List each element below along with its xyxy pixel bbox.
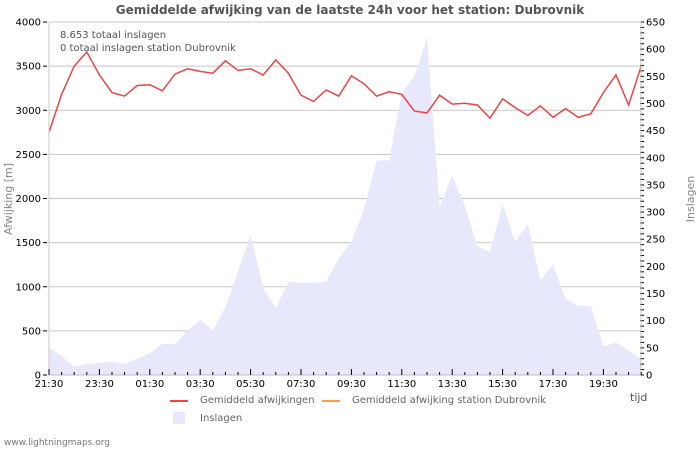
y-tick-label: 3000 — [16, 106, 41, 117]
x-tick-label: 15:30 — [488, 379, 517, 390]
y2-tick-label: 550 — [646, 72, 665, 83]
y2-tick-label: 300 — [646, 208, 665, 219]
legend-line-icon — [170, 399, 188, 402]
y2-tick-label: 650 — [646, 18, 665, 29]
x-tick-label: 23:30 — [85, 379, 114, 390]
y2-tick-label: 50 — [646, 343, 659, 354]
legend-label: Inslagen — [200, 412, 243, 424]
afwijking-line — [48, 50, 642, 133]
y2-tick-label: 450 — [646, 126, 665, 137]
y2-tick-label: 500 — [646, 99, 665, 110]
y-tick-label: 3500 — [16, 62, 41, 73]
y-tick-label: 1000 — [16, 282, 41, 293]
y-tick-label: 2500 — [16, 150, 41, 161]
legend-item-station: Gemiddeld afwijking station Dubrovnik — [322, 395, 546, 406]
y2-tick-label: 400 — [646, 153, 665, 164]
legend-item-inslagen: Inslagen — [170, 412, 242, 424]
y-tick-label: 500 — [22, 326, 41, 337]
x-tick-label: 21:30 — [35, 379, 64, 390]
legend-item-afwijkingen: Gemiddeld afwijkingen — [170, 395, 315, 406]
y2-axis-title: Inslagen — [684, 176, 697, 222]
y2-tick-label: 150 — [646, 289, 665, 300]
y2-tick-label: 0 — [646, 371, 652, 382]
y2-tick-label: 250 — [646, 235, 665, 246]
x-tick-label: 05:30 — [236, 379, 265, 390]
y-axis-title: Afwijking [m] — [2, 163, 15, 235]
y-tick-label: 2000 — [16, 194, 41, 205]
station-strikes-note: 0 totaal inslagen station Dubrovnik — [60, 43, 236, 54]
x-tick-label: 11:30 — [387, 379, 416, 390]
x-tick-label: 01:30 — [135, 379, 164, 390]
y2-tick-label: 200 — [646, 262, 665, 273]
footer-credit: www.lightningmaps.org — [4, 438, 110, 448]
y-tick-label: 0 — [35, 371, 41, 382]
x-tick-label: 09:30 — [337, 379, 366, 390]
x-tick-label: 07:30 — [287, 379, 316, 390]
y2-tick-label: 350 — [646, 180, 665, 191]
y2-tick-label: 600 — [646, 45, 665, 56]
chart-title: Gemiddelde afwijking van de laatste 24h … — [115, 3, 585, 17]
x-tick-label: 13:30 — [438, 379, 467, 390]
legend-line-icon — [322, 399, 340, 402]
inslagen-area — [49, 38, 642, 376]
total-strikes-note: 8.653 totaal inslagen — [60, 30, 167, 41]
x-tick-label: 19:30 — [589, 379, 618, 390]
x-axis-title: tijd — [630, 391, 648, 404]
legend-label: Gemiddeld afwijking station Dubrovnik — [352, 395, 547, 406]
y2-tick-label: 100 — [646, 316, 665, 327]
legend-label: Gemiddeld afwijkingen — [200, 395, 315, 406]
y-tick-label: 1500 — [16, 238, 41, 249]
y-tick-label: 4000 — [16, 18, 41, 29]
axes: 0 500 1000 1500 2000 2500 3000 3500 4000 0 50 100 15… — [16, 18, 666, 391]
x-tick-label: 17:30 — [539, 379, 568, 390]
x-tick-label: 03:30 — [186, 379, 215, 390]
legend-box-icon — [173, 412, 185, 424]
